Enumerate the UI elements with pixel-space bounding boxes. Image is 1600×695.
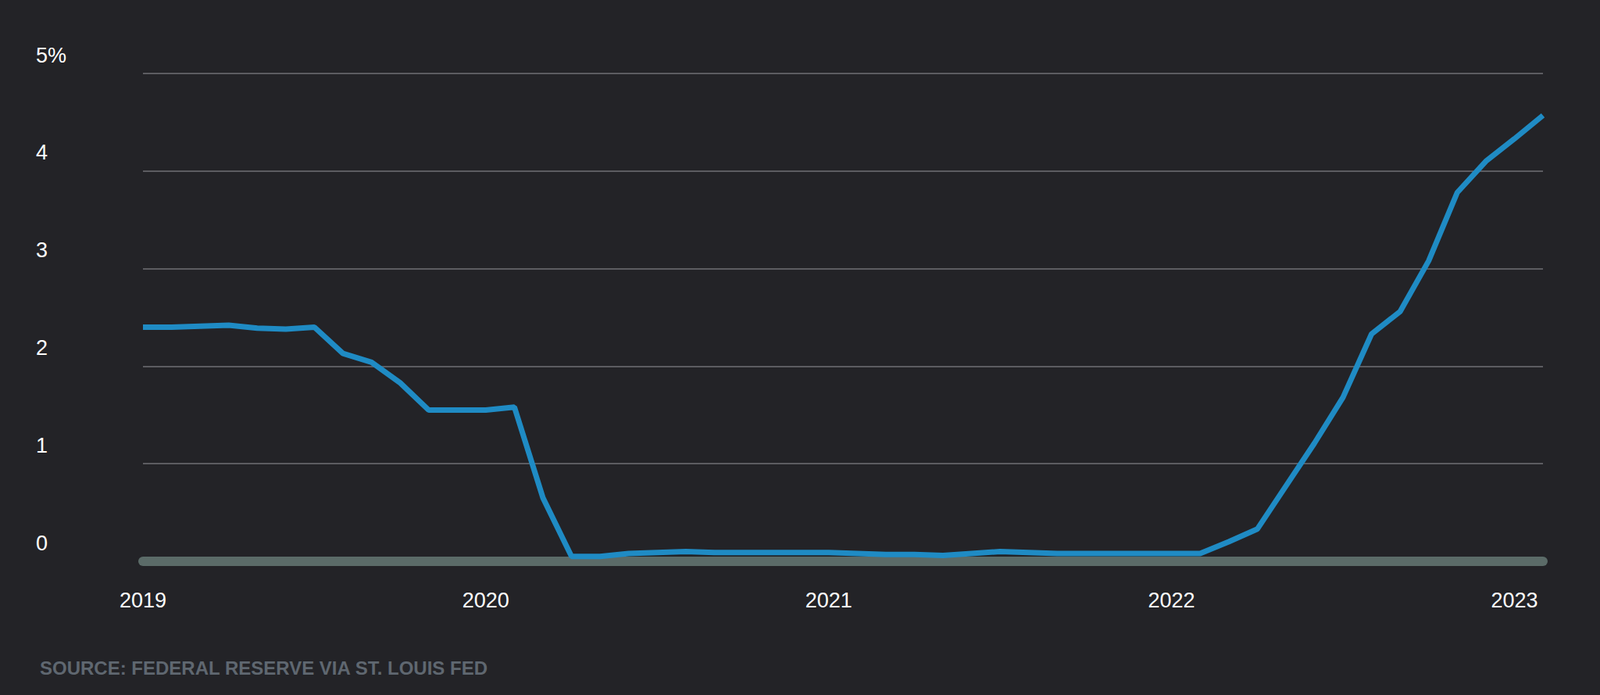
svg-text:0: 0 xyxy=(35,531,48,555)
svg-text:2: 2 xyxy=(35,335,48,360)
svg-text:4: 4 xyxy=(35,140,48,165)
svg-text:2023: 2023 xyxy=(1490,588,1538,612)
svg-text:2020: 2020 xyxy=(462,588,510,612)
svg-text:2021: 2021 xyxy=(805,588,853,612)
svg-text:2019: 2019 xyxy=(119,588,167,612)
svg-text:3: 3 xyxy=(35,238,48,262)
svg-text:SOURCE: FEDERAL RESERVE VIA ST: SOURCE: FEDERAL RESERVE VIA ST. LOUIS FE… xyxy=(39,657,488,679)
svg-text:5%: 5% xyxy=(35,43,67,68)
svg-text:2022: 2022 xyxy=(1148,588,1196,612)
svg-text:1: 1 xyxy=(35,433,48,458)
